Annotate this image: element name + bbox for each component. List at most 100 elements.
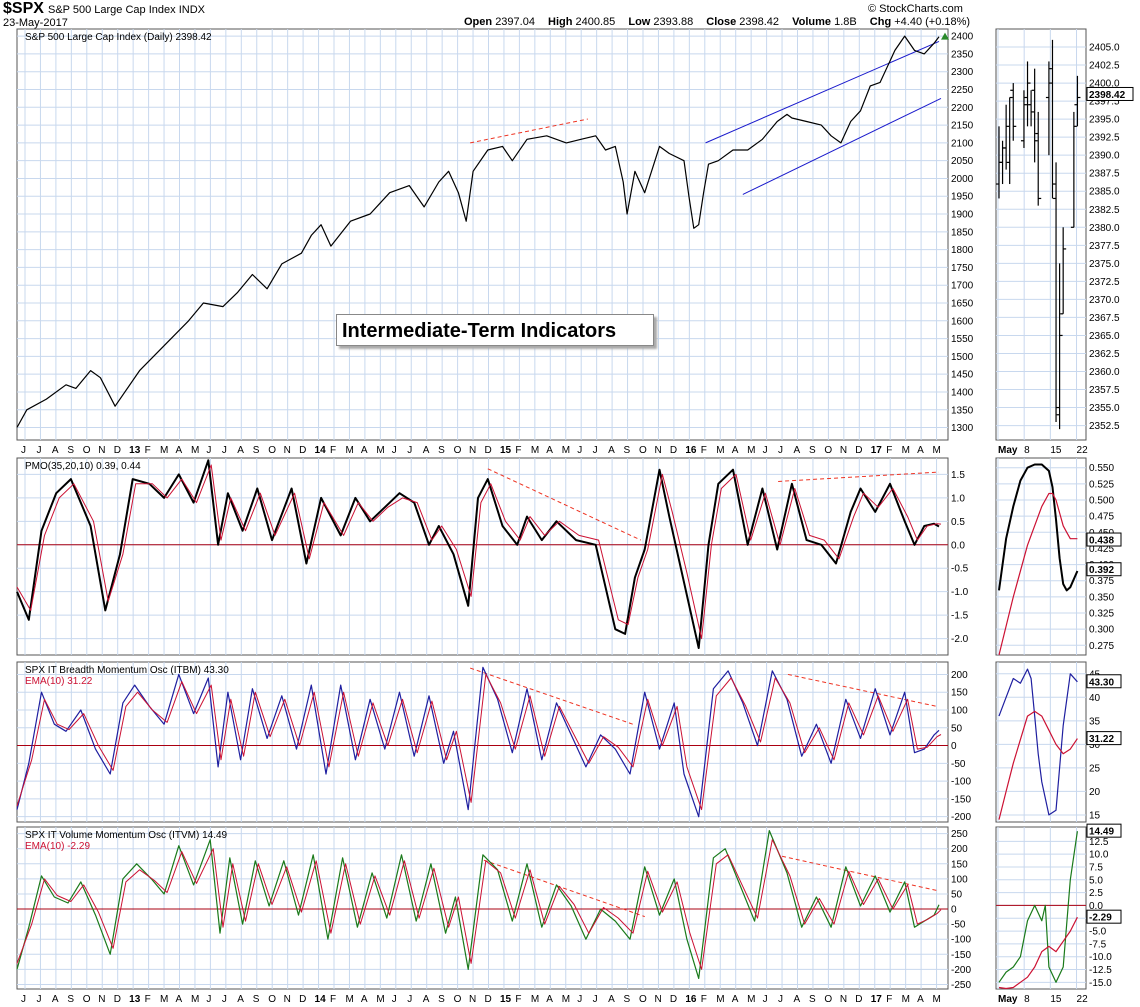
- x-tick-label: S: [624, 445, 631, 456]
- x-tick-label: 15: [500, 994, 512, 1005]
- x-tick-label: D: [670, 994, 677, 1005]
- x-tick-label: J: [36, 445, 41, 456]
- x-tick-label: M: [376, 994, 384, 1005]
- x-tick-label: J: [21, 994, 26, 1005]
- x-tick-label: S: [67, 994, 74, 1005]
- x-tick-label: O: [824, 445, 832, 456]
- series-line-SPX IT Breadth Momentum Osc (ITBM): [16, 666, 940, 818]
- y-tick-label: 100: [951, 874, 968, 885]
- zoom-x-tick-label: 15: [1050, 994, 1062, 1005]
- trend-line: [470, 118, 588, 144]
- x-tick-label: A: [423, 994, 430, 1005]
- y-tick-label: 2100: [951, 138, 974, 149]
- zoom-value-badge: [1086, 731, 1122, 746]
- x-tick-label: N: [98, 994, 105, 1005]
- zoom-y-tick-label: -12.5: [1089, 965, 1112, 976]
- x-tick-label: J: [593, 445, 598, 456]
- pane-title: PMO(35,20,10) 0.39, 0.44: [25, 461, 141, 472]
- x-tick-label: F: [145, 445, 151, 456]
- x-tick-label: J: [206, 445, 211, 456]
- zoom-y-tick-label: 2390.0: [1089, 151, 1120, 162]
- x-tick-label: A: [361, 994, 368, 1005]
- zoom-series-EMA: [998, 492, 1078, 656]
- x-tick-label: M: [160, 445, 168, 456]
- x-tick-label: N: [469, 994, 476, 1005]
- x-tick-label: J: [593, 994, 598, 1005]
- zoom-y-tick-label: 2370.0: [1089, 295, 1120, 306]
- x-tick-label: S: [253, 445, 260, 456]
- x-tick-label: J: [392, 445, 397, 456]
- y-tick-label: 1850: [951, 227, 974, 238]
- zoom-y-tick-label: 30: [1089, 740, 1101, 751]
- series-line-EMA(10): [16, 673, 942, 811]
- zoom-y-tick-label: 40: [1089, 693, 1101, 704]
- y-tick-label: 1600: [951, 316, 974, 327]
- open-label: Open: [464, 16, 493, 28]
- x-tick-label: J: [778, 445, 783, 456]
- x-tick-label: F: [886, 994, 892, 1005]
- x-tick-label: M: [376, 445, 384, 456]
- y-tick-label: 2300: [951, 67, 974, 78]
- zoom-y-tick-label: 0.275: [1089, 641, 1114, 652]
- y-tick-label: 2250: [951, 85, 974, 96]
- x-tick-label: N: [654, 445, 661, 456]
- x-tick-label: A: [794, 994, 801, 1005]
- zoom-y-tick-label: 2402.5: [1089, 61, 1120, 72]
- y-tick-label: 2050: [951, 156, 974, 167]
- y-tick-label: -50: [951, 759, 966, 770]
- y-tick-label: 2350: [951, 49, 974, 60]
- zoom-y-tick-label: 2360.0: [1089, 367, 1120, 378]
- y-tick-label: -1.0: [951, 587, 969, 598]
- zoom-y-tick-label: 20: [1089, 787, 1101, 798]
- x-tick-label: J: [577, 994, 582, 1005]
- main-pane-0: [16, 28, 949, 441]
- x-tick-label: J: [36, 994, 41, 1005]
- open-value: 2397.04: [495, 16, 535, 28]
- y-tick-label: 100: [951, 706, 968, 717]
- y-tick-label: 1.5: [951, 470, 965, 481]
- x-tick-label: F: [145, 994, 151, 1005]
- zoom-y-tick-label: 0.300: [1089, 625, 1114, 636]
- zoom-y-tick-label: -15.0: [1089, 978, 1112, 989]
- y-tick-label: 1500: [951, 352, 974, 363]
- y-tick-label: 50: [951, 889, 963, 900]
- x-tick-label: M: [345, 994, 353, 1005]
- zoom-pane-2: [995, 661, 1087, 823]
- channel-upper-line: [705, 40, 940, 144]
- x-tick-label: O: [454, 994, 462, 1005]
- x-tick-label: A: [52, 445, 59, 456]
- zoom-y-tick-label: 2365.0: [1089, 331, 1120, 342]
- trend-line: [487, 468, 642, 541]
- x-tick-label: J: [763, 994, 768, 1005]
- x-tick-label: M: [191, 445, 199, 456]
- zoom-y-tick-label: 2355.0: [1089, 403, 1120, 414]
- zoom-y-tick-label: 2392.5: [1089, 133, 1120, 144]
- stockcharts-credit[interactable]: © StockCharts.com: [868, 3, 963, 15]
- x-tick-label: O: [824, 994, 832, 1005]
- x-tick-label: 15: [500, 445, 512, 456]
- zoom-x-tick-label: 8: [1024, 445, 1030, 456]
- x-tick-label: A: [732, 445, 739, 456]
- annotation-box: Intermediate-Term Indicators: [336, 314, 654, 346]
- zoom-y-tick-label: 12.5: [1089, 837, 1109, 848]
- x-tick-label: A: [608, 445, 615, 456]
- zoom-x-tick-label: 8: [1024, 994, 1030, 1005]
- y-tick-label: 150: [951, 859, 968, 870]
- zoom-y-tick-label: 0.475: [1089, 512, 1114, 523]
- x-tick-label: 13: [129, 445, 141, 456]
- x-tick-label: D: [855, 994, 862, 1005]
- zoom-y-tick-label: 2352.5: [1089, 421, 1120, 432]
- zoom-y-tick-label: 2405.0: [1089, 43, 1120, 54]
- zoom-y-tick-label: 2357.5: [1089, 385, 1120, 396]
- zoom-x-tick-label: May: [998, 445, 1018, 456]
- zoom-x-tick-label: 22: [1077, 994, 1089, 1005]
- y-tick-label: -1.5: [951, 611, 969, 622]
- x-tick-label: D: [114, 994, 121, 1005]
- y-tick-label: 1450: [951, 370, 974, 381]
- y-tick-label: 150: [951, 688, 968, 699]
- y-tick-label: 2150: [951, 121, 974, 132]
- x-tick-label: D: [670, 445, 677, 456]
- x-tick-label: M: [933, 445, 941, 456]
- zoom-x-tick-label: 15: [1050, 445, 1062, 456]
- channel-lower-line: [742, 97, 942, 195]
